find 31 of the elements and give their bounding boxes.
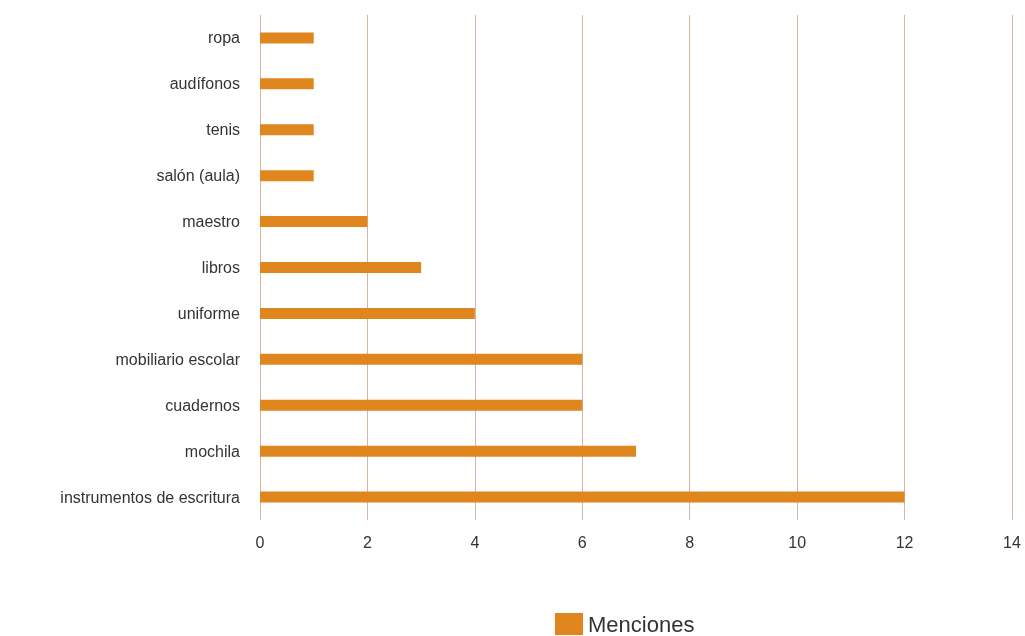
bar <box>260 491 905 503</box>
bar <box>260 32 314 44</box>
x-tick-label: 12 <box>895 533 914 551</box>
x-tick-label: 0 <box>255 533 265 551</box>
y-tick-label: maestro <box>182 213 241 231</box>
y-tick-label: salón (aula) <box>156 167 240 185</box>
y-tick-label: cuadernos <box>165 396 240 414</box>
y-tick-label: audífonos <box>169 75 240 93</box>
bar <box>260 353 583 365</box>
y-tick-label: instrumentos de escritura <box>60 488 241 506</box>
bar <box>260 262 422 273</box>
bar <box>260 170 314 182</box>
bar <box>260 307 475 319</box>
legend-label: Menciones <box>588 611 695 636</box>
y-tick-label: mobiliario escolar <box>115 350 241 368</box>
bar <box>260 445 636 457</box>
x-tick-label: 14 <box>1003 533 1021 551</box>
x-tick-label: 6 <box>577 533 587 551</box>
y-tick-label: tenis <box>206 121 240 139</box>
y-tick-label: uniforme <box>177 304 241 322</box>
bar <box>260 78 314 90</box>
x-tick-label: 8 <box>685 533 695 551</box>
bar <box>260 124 314 136</box>
bar <box>260 216 368 228</box>
y-tick-label: mochila <box>184 442 241 460</box>
x-tick-label: 4 <box>470 533 480 551</box>
y-tick-label: ropa <box>207 29 241 47</box>
x-tick-label: 2 <box>362 533 372 551</box>
bar <box>260 399 583 411</box>
y-tick-label: libros <box>201 259 240 276</box>
x-tick-label: 10 <box>788 533 807 551</box>
